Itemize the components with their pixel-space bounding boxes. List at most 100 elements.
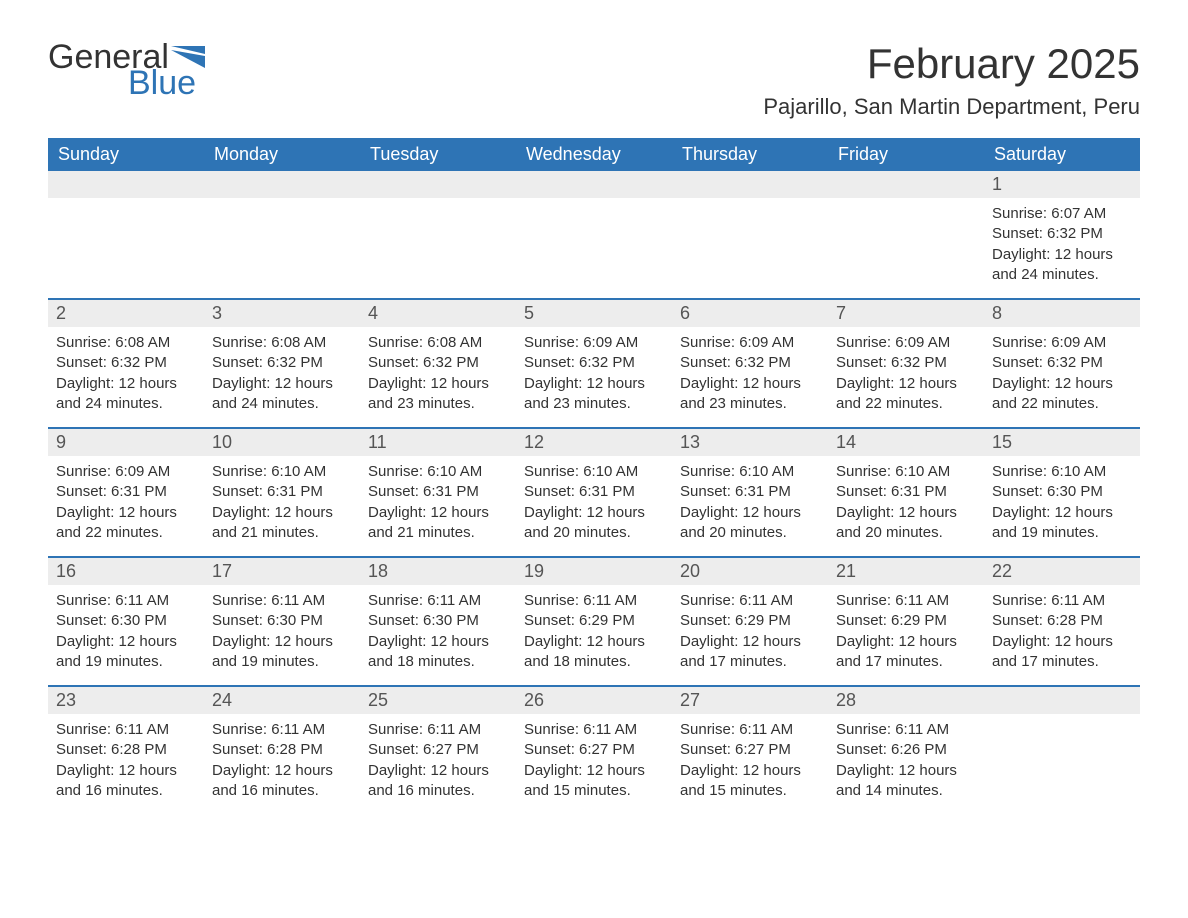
day-number: 25 bbox=[360, 687, 516, 714]
day-details: Sunrise: 6:11 AMSunset: 6:30 PMDaylight:… bbox=[204, 585, 360, 680]
sunset-line: Sunset: 6:26 PM bbox=[836, 740, 976, 760]
daylight-line: Daylight: 12 hours and 14 minutes. bbox=[836, 761, 976, 802]
day-number: 14 bbox=[828, 429, 984, 456]
day-details: Sunrise: 6:09 AMSunset: 6:31 PMDaylight:… bbox=[48, 456, 204, 551]
sunset-line: Sunset: 6:32 PM bbox=[212, 353, 352, 373]
calendar-day: 18Sunrise: 6:11 AMSunset: 6:30 PMDayligh… bbox=[360, 558, 516, 686]
sunset-line: Sunset: 6:31 PM bbox=[680, 482, 820, 502]
calendar-day: 20Sunrise: 6:11 AMSunset: 6:29 PMDayligh… bbox=[672, 558, 828, 686]
calendar-day: 19Sunrise: 6:11 AMSunset: 6:29 PMDayligh… bbox=[516, 558, 672, 686]
sunrise-line: Sunrise: 6:09 AM bbox=[836, 333, 976, 353]
day-of-week-header: Thursday bbox=[672, 138, 828, 171]
daylight-line: Daylight: 12 hours and 17 minutes. bbox=[992, 632, 1132, 673]
sunrise-line: Sunrise: 6:07 AM bbox=[992, 204, 1132, 224]
day-of-week-header: Monday bbox=[204, 138, 360, 171]
daylight-line: Daylight: 12 hours and 18 minutes. bbox=[368, 632, 508, 673]
sunset-line: Sunset: 6:27 PM bbox=[524, 740, 664, 760]
calendar-day: 10Sunrise: 6:10 AMSunset: 6:31 PMDayligh… bbox=[204, 429, 360, 557]
sunset-line: Sunset: 6:29 PM bbox=[680, 611, 820, 631]
calendar-day: 25Sunrise: 6:11 AMSunset: 6:27 PMDayligh… bbox=[360, 687, 516, 815]
daylight-line: Daylight: 12 hours and 20 minutes. bbox=[836, 503, 976, 544]
sunrise-line: Sunrise: 6:10 AM bbox=[992, 462, 1132, 482]
day-of-week-header: Saturday bbox=[984, 138, 1140, 171]
sunset-line: Sunset: 6:30 PM bbox=[368, 611, 508, 631]
day-details: Sunrise: 6:08 AMSunset: 6:32 PMDaylight:… bbox=[48, 327, 204, 422]
daylight-line: Daylight: 12 hours and 23 minutes. bbox=[368, 374, 508, 415]
calendar-day: 4Sunrise: 6:08 AMSunset: 6:32 PMDaylight… bbox=[360, 300, 516, 428]
sunset-line: Sunset: 6:31 PM bbox=[368, 482, 508, 502]
calendar-day bbox=[48, 171, 204, 299]
sunset-line: Sunset: 6:30 PM bbox=[212, 611, 352, 631]
calendar-day: 13Sunrise: 6:10 AMSunset: 6:31 PMDayligh… bbox=[672, 429, 828, 557]
calendar-day bbox=[672, 171, 828, 299]
sunrise-line: Sunrise: 6:11 AM bbox=[212, 720, 352, 740]
sunrise-line: Sunrise: 6:10 AM bbox=[368, 462, 508, 482]
daylight-line: Daylight: 12 hours and 17 minutes. bbox=[836, 632, 976, 673]
calendar-day: 8Sunrise: 6:09 AMSunset: 6:32 PMDaylight… bbox=[984, 300, 1140, 428]
day-of-week-header: Friday bbox=[828, 138, 984, 171]
day-details: Sunrise: 6:11 AMSunset: 6:28 PMDaylight:… bbox=[48, 714, 204, 809]
day-number: 13 bbox=[672, 429, 828, 456]
day-details: Sunrise: 6:10 AMSunset: 6:31 PMDaylight:… bbox=[828, 456, 984, 551]
daylight-line: Daylight: 12 hours and 24 minutes. bbox=[212, 374, 352, 415]
day-details: Sunrise: 6:10 AMSunset: 6:31 PMDaylight:… bbox=[516, 456, 672, 551]
day-number: 23 bbox=[48, 687, 204, 714]
day-of-week-header: Sunday bbox=[48, 138, 204, 171]
sunrise-line: Sunrise: 6:08 AM bbox=[212, 333, 352, 353]
calendar-day: 12Sunrise: 6:10 AMSunset: 6:31 PMDayligh… bbox=[516, 429, 672, 557]
day-details: Sunrise: 6:08 AMSunset: 6:32 PMDaylight:… bbox=[204, 327, 360, 422]
day-number bbox=[672, 171, 828, 198]
daylight-line: Daylight: 12 hours and 22 minutes. bbox=[56, 503, 196, 544]
sunset-line: Sunset: 6:28 PM bbox=[992, 611, 1132, 631]
daylight-line: Daylight: 12 hours and 20 minutes. bbox=[680, 503, 820, 544]
day-details: Sunrise: 6:11 AMSunset: 6:28 PMDaylight:… bbox=[204, 714, 360, 809]
day-number: 17 bbox=[204, 558, 360, 585]
calendar-day: 2Sunrise: 6:08 AMSunset: 6:32 PMDaylight… bbox=[48, 300, 204, 428]
day-number: 26 bbox=[516, 687, 672, 714]
day-of-week-header: Wednesday bbox=[516, 138, 672, 171]
daylight-line: Daylight: 12 hours and 23 minutes. bbox=[524, 374, 664, 415]
calendar-day: 1Sunrise: 6:07 AMSunset: 6:32 PMDaylight… bbox=[984, 171, 1140, 299]
day-number: 8 bbox=[984, 300, 1140, 327]
day-number: 22 bbox=[984, 558, 1140, 585]
day-number: 9 bbox=[48, 429, 204, 456]
sunrise-line: Sunrise: 6:08 AM bbox=[56, 333, 196, 353]
day-details: Sunrise: 6:10 AMSunset: 6:31 PMDaylight:… bbox=[672, 456, 828, 551]
sunrise-line: Sunrise: 6:11 AM bbox=[56, 591, 196, 611]
sunset-line: Sunset: 6:30 PM bbox=[992, 482, 1132, 502]
sunrise-line: Sunrise: 6:11 AM bbox=[368, 591, 508, 611]
sunrise-line: Sunrise: 6:08 AM bbox=[368, 333, 508, 353]
day-number: 12 bbox=[516, 429, 672, 456]
brand-logo: General Blue bbox=[48, 40, 205, 100]
sunset-line: Sunset: 6:32 PM bbox=[680, 353, 820, 373]
calendar-week: 9Sunrise: 6:09 AMSunset: 6:31 PMDaylight… bbox=[48, 429, 1140, 557]
daylight-line: Daylight: 12 hours and 19 minutes. bbox=[56, 632, 196, 673]
day-details: Sunrise: 6:09 AMSunset: 6:32 PMDaylight:… bbox=[672, 327, 828, 422]
sunrise-line: Sunrise: 6:09 AM bbox=[680, 333, 820, 353]
calendar-day: 5Sunrise: 6:09 AMSunset: 6:32 PMDaylight… bbox=[516, 300, 672, 428]
daylight-line: Daylight: 12 hours and 20 minutes. bbox=[524, 503, 664, 544]
daylight-line: Daylight: 12 hours and 16 minutes. bbox=[368, 761, 508, 802]
sunset-line: Sunset: 6:31 PM bbox=[836, 482, 976, 502]
day-number: 3 bbox=[204, 300, 360, 327]
day-number bbox=[360, 171, 516, 198]
day-of-week-header: Tuesday bbox=[360, 138, 516, 171]
day-details: Sunrise: 6:11 AMSunset: 6:26 PMDaylight:… bbox=[828, 714, 984, 809]
sunset-line: Sunset: 6:28 PM bbox=[212, 740, 352, 760]
day-details: Sunrise: 6:10 AMSunset: 6:31 PMDaylight:… bbox=[360, 456, 516, 551]
daylight-line: Daylight: 12 hours and 18 minutes. bbox=[524, 632, 664, 673]
day-details: Sunrise: 6:11 AMSunset: 6:30 PMDaylight:… bbox=[360, 585, 516, 680]
day-number bbox=[984, 687, 1140, 714]
day-details: Sunrise: 6:10 AMSunset: 6:30 PMDaylight:… bbox=[984, 456, 1140, 551]
day-details: Sunrise: 6:11 AMSunset: 6:27 PMDaylight:… bbox=[360, 714, 516, 809]
daylight-line: Daylight: 12 hours and 19 minutes. bbox=[212, 632, 352, 673]
calendar-day: 28Sunrise: 6:11 AMSunset: 6:26 PMDayligh… bbox=[828, 687, 984, 815]
daylight-line: Daylight: 12 hours and 24 minutes. bbox=[992, 245, 1132, 286]
brand-blue: Blue bbox=[128, 66, 205, 100]
day-number bbox=[516, 171, 672, 198]
day-details: Sunrise: 6:11 AMSunset: 6:29 PMDaylight:… bbox=[828, 585, 984, 680]
day-number: 5 bbox=[516, 300, 672, 327]
daylight-line: Daylight: 12 hours and 16 minutes. bbox=[212, 761, 352, 802]
calendar-body: 1Sunrise: 6:07 AMSunset: 6:32 PMDaylight… bbox=[48, 171, 1140, 815]
day-number: 21 bbox=[828, 558, 984, 585]
